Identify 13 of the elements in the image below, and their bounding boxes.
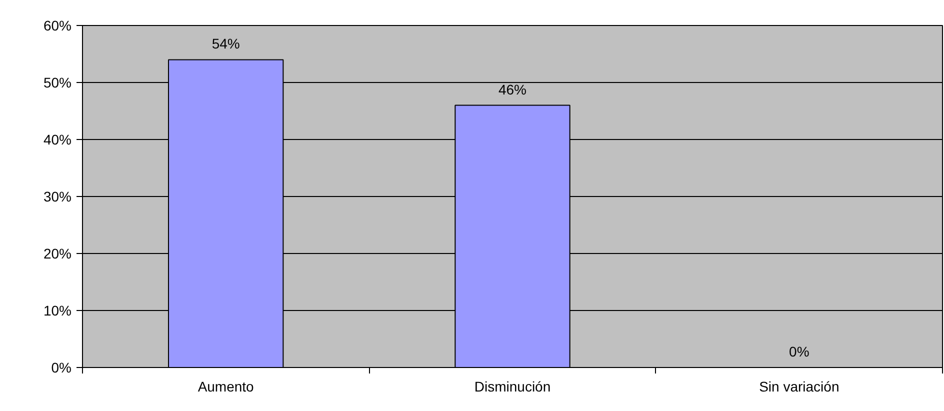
x-tick-label: Aumento [198, 378, 254, 394]
y-tick-label: 20% [43, 246, 72, 262]
x-tick-label: Sin variación [759, 378, 840, 394]
data-label: 0% [789, 344, 810, 360]
x-tick-label: Disminución [474, 378, 551, 394]
y-tick-label: 0% [51, 360, 72, 376]
y-tick-label: 30% [43, 188, 72, 204]
data-label: 46% [498, 81, 527, 98]
y-tick-label: 10% [43, 302, 72, 318]
y-tick-label: 60% [43, 18, 72, 34]
y-tick-label: 50% [43, 74, 72, 90]
y-tick-label: 40% [43, 132, 72, 148]
data-label: 54% [212, 36, 240, 52]
